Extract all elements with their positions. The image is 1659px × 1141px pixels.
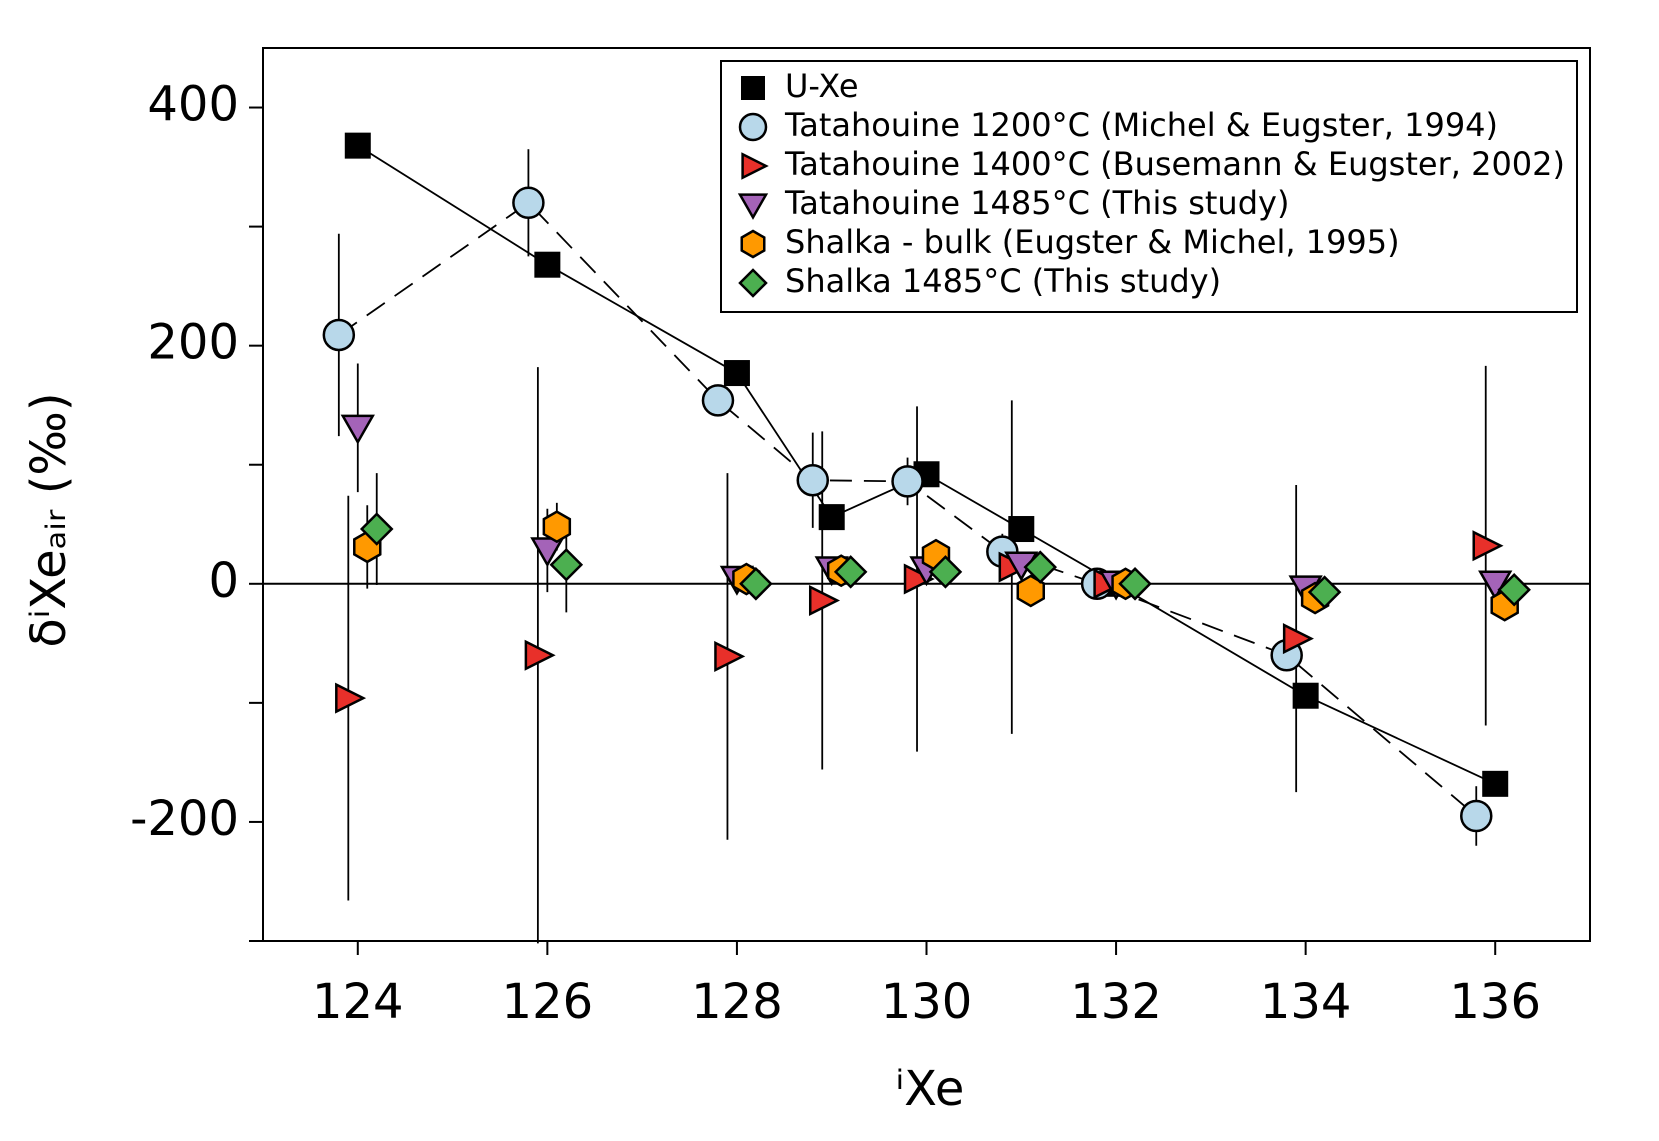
data-point: [1292, 682, 1319, 709]
data-point: [335, 682, 367, 714]
data-point: [1118, 567, 1152, 601]
data-point: [549, 547, 584, 582]
data-point: [928, 555, 963, 589]
x-tick-label: 136: [1449, 974, 1541, 1030]
data-point: [534, 251, 561, 278]
legend-marker: [740, 229, 766, 259]
legend-marker: [741, 152, 769, 180]
data-point: [796, 463, 830, 497]
data-point: [1008, 516, 1035, 543]
y-tick-label: 0: [208, 553, 239, 609]
data-point: [1282, 623, 1314, 655]
data-point: [524, 639, 556, 671]
x-tick-label: 126: [502, 974, 594, 1030]
data-point: [359, 512, 394, 546]
x-tick-label: 124: [312, 974, 404, 1030]
data-point: [818, 504, 845, 531]
legend-marker: [738, 112, 768, 142]
data-point: [512, 186, 545, 220]
x-axis-label: ⁱXe: [896, 1061, 965, 1117]
data-point: [344, 132, 371, 159]
y-tick-label: 200: [147, 315, 239, 371]
x-tick-label: 132: [1070, 974, 1162, 1030]
data-point: [1023, 550, 1058, 584]
legend-label: Tatahouine 1400°C (Busemann & Eugster, 2…: [784, 145, 1565, 183]
legend-marker: [737, 193, 769, 220]
y-axis-label: δⁱXeₐᵢᵣ (‰): [21, 392, 77, 647]
data-point: [1016, 574, 1046, 608]
data-point: [530, 537, 565, 568]
legend-label: Tatahouine 1485°C (This study): [784, 184, 1289, 222]
x-tick-label: 134: [1260, 974, 1352, 1030]
data-point: [340, 414, 375, 445]
data-point: [701, 384, 735, 417]
data-point: [542, 510, 572, 544]
legend-label: Shalka 1485°C (This study): [785, 262, 1221, 300]
x-tick-label: 128: [691, 974, 783, 1030]
data-point: [739, 567, 773, 601]
data-point: [808, 584, 841, 616]
data-point: [1497, 572, 1531, 607]
legend-marker: [741, 76, 765, 100]
legend-marker: [738, 268, 768, 298]
data-point: [891, 465, 924, 498]
legend-label: Tatahouine 1200°C (Michel & Eugster, 199…: [784, 106, 1498, 144]
data-point: [1307, 575, 1342, 609]
data-point: [1472, 530, 1504, 562]
data-point: [1482, 770, 1509, 797]
y-tick-label: -200: [130, 791, 239, 847]
y-tick-label: 400: [147, 77, 239, 133]
x-tick-label: 130: [881, 974, 973, 1030]
data-point: [833, 555, 868, 589]
legend-frame: [720, 60, 1578, 313]
data-point: [723, 360, 750, 387]
data-point: [714, 640, 746, 672]
legend-label: Shalka - bulk (Eugster & Michel, 1995): [785, 223, 1400, 261]
legend-label: U-Xe: [785, 67, 859, 105]
data-point: [322, 318, 356, 352]
data-point: [1460, 799, 1493, 833]
